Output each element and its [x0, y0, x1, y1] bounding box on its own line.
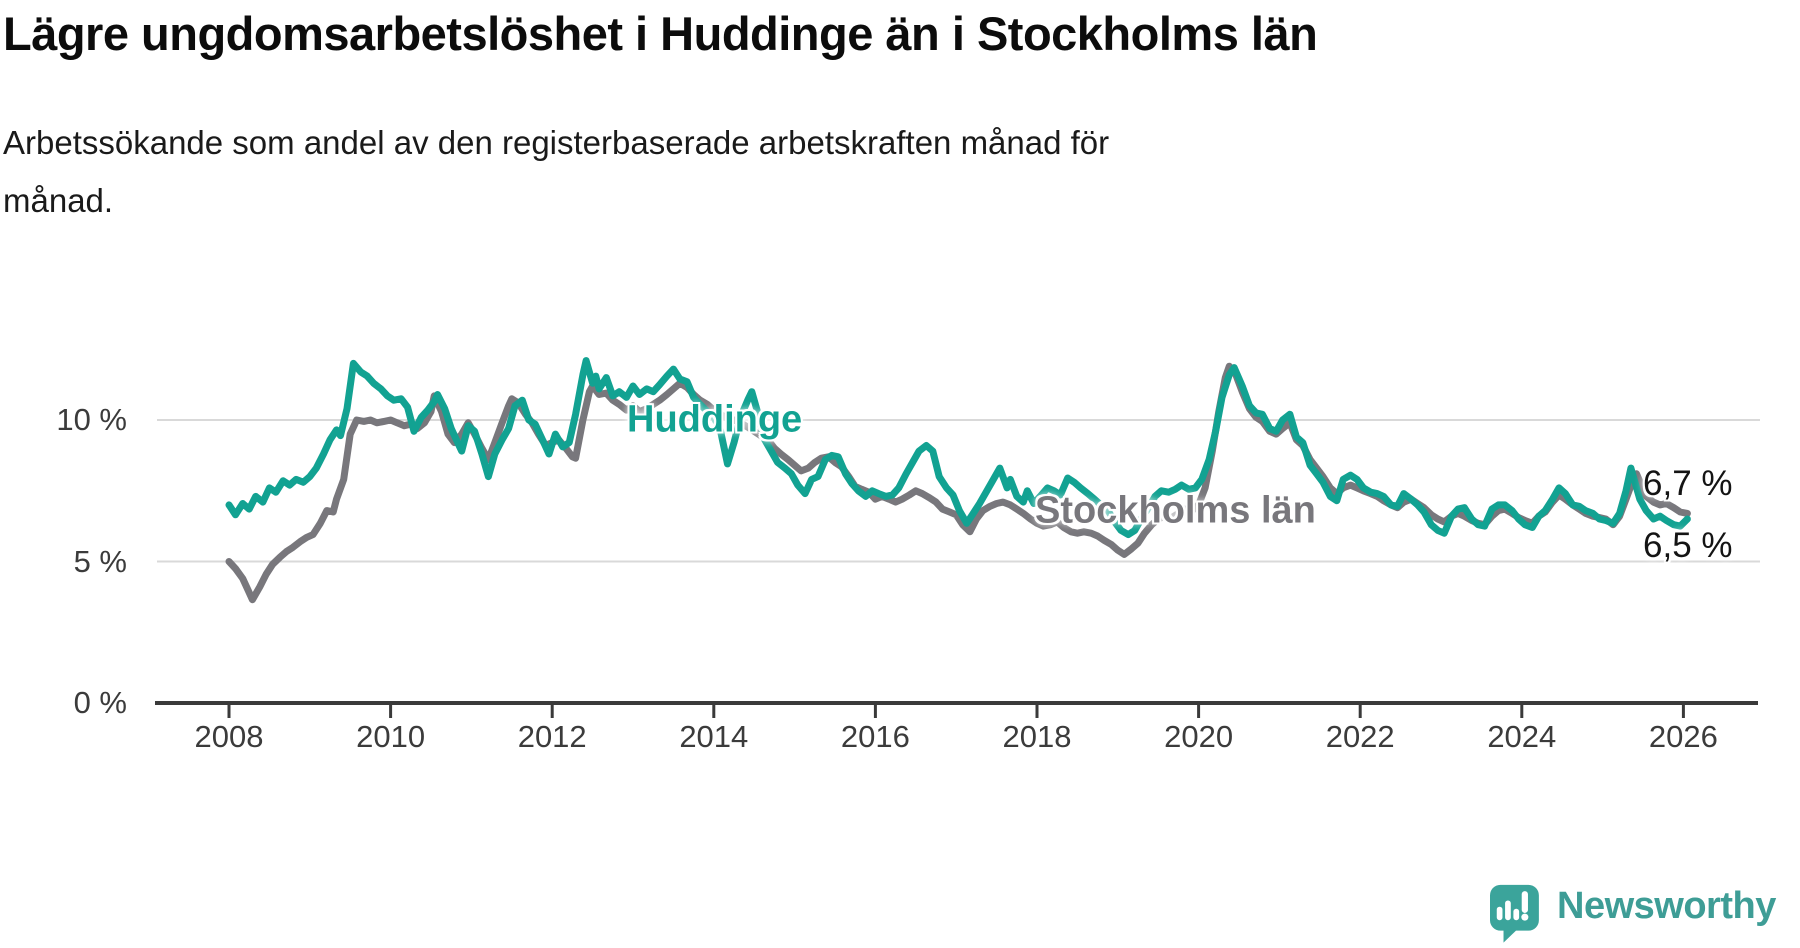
x-tick-label-2026: 2026: [1648, 719, 1718, 754]
chart-subtitle-line-2: månad.: [3, 182, 114, 219]
newsworthy-logo: Newsworthy: [1490, 881, 1776, 947]
series-line-huddinge: [225, 357, 1691, 539]
page-title: Lägre ungdomsarbetslöshet i Huddinge än …: [3, 7, 1318, 60]
x-tick-label-2016: 2016: [840, 719, 910, 754]
x-tick-label-2020: 2020: [1164, 719, 1234, 754]
series-line-stockholms-lan: [225, 362, 1691, 604]
end-value-label-huddinge: 6,5 %: [1643, 526, 1733, 565]
x-tick-label-2012: 2012: [517, 719, 587, 754]
x-tick-label-2022: 2022: [1325, 719, 1395, 754]
x-tick-label-2010: 2010: [356, 719, 426, 754]
series-label-huddinge: Huddinge: [627, 398, 803, 441]
newsworthy-wordmark: Newsworthy: [1557, 885, 1776, 927]
x-tick-label-2018: 2018: [1002, 719, 1072, 754]
chart-subtitle-line-1: Arbetssökande som andel av den registerb…: [3, 124, 1110, 161]
y-tick-label-5: 5 %: [73, 543, 127, 579]
end-value-label-stockholms-lan: 6,7 %: [1643, 464, 1733, 503]
x-tick-label-2024: 2024: [1487, 719, 1557, 754]
chart-subtitle: Arbetssökande som andel av den registerb…: [3, 114, 1109, 230]
newsworthy-bar-chart-bubble-icon: [1490, 884, 1539, 943]
y-tick-label-10: 10 %: [56, 402, 127, 437]
x-tick-label-2008: 2008: [194, 719, 264, 754]
series-label-stockholms-lan: Stockholms län: [1035, 489, 1316, 532]
y-tick-label-0: 0 %: [73, 685, 127, 720]
x-tick-label-2014: 2014: [679, 719, 749, 754]
